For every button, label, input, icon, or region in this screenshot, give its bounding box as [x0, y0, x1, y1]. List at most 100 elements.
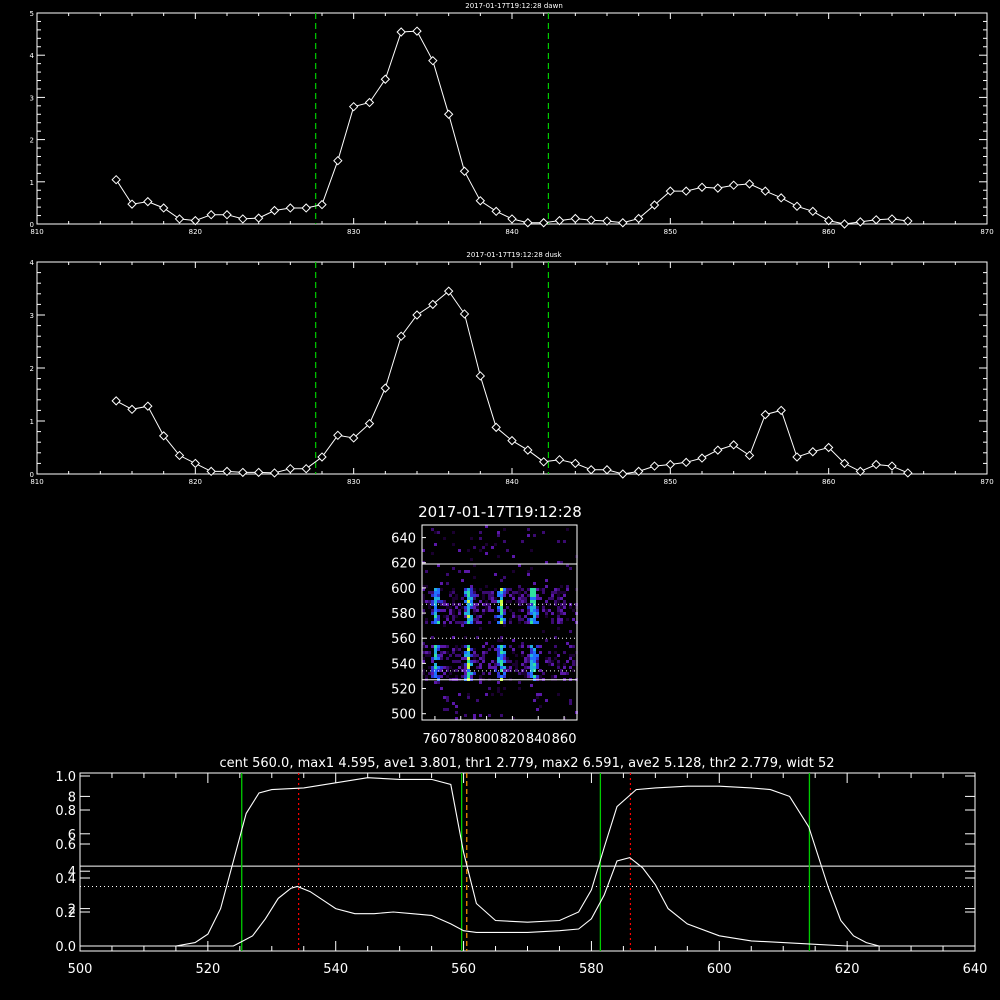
dusk-spectrum-panel: 2017-01-17T19:12:28 dusk 810 820 830 840 850…	[30, 251, 994, 486]
data-point	[491, 206, 501, 217]
heatmap-cell	[428, 672, 431, 675]
heatmap-cell	[422, 669, 425, 672]
heatmap-cell	[497, 654, 500, 657]
data-point	[649, 461, 660, 471]
heatmap-cell	[494, 618, 497, 621]
heatmap-title: 2017-01-17T19:12:28	[418, 503, 582, 521]
heatmap-cell	[491, 597, 494, 600]
heatmap-cell	[551, 597, 554, 600]
heatmap-cell	[422, 588, 425, 591]
heatmap-cell	[434, 681, 437, 684]
heatmap-cell	[524, 663, 527, 666]
heatmap-cell	[533, 591, 536, 594]
heatmap-cell	[434, 657, 437, 660]
heatmap-cell	[449, 609, 452, 612]
heatmap-cell	[530, 549, 533, 552]
heatmap-cell	[479, 666, 482, 669]
heatmap-cell	[524, 675, 527, 678]
heatmap-cell	[431, 675, 434, 678]
heatmap-cell	[527, 621, 530, 624]
dusk-vertical-markers	[315, 262, 550, 474]
heatmap-cell	[452, 648, 455, 651]
heatmap-cell	[440, 588, 443, 591]
heatmap-cell	[446, 696, 449, 699]
data-point	[269, 205, 280, 216]
heatmap-cell	[551, 594, 554, 597]
x-tick-label: 840	[505, 228, 518, 236]
heatmap-cell	[554, 600, 557, 603]
heatmap-cell	[494, 600, 497, 603]
heatmap-cell	[548, 657, 551, 660]
heatmap-cell	[440, 669, 443, 672]
heatmap-cell	[524, 666, 527, 669]
heatmap-cell	[527, 666, 530, 669]
heatmap-cell	[539, 705, 542, 708]
data-point	[111, 396, 121, 406]
heatmap-cell	[530, 675, 533, 678]
data-point	[428, 55, 438, 66]
data-point	[443, 286, 454, 296]
profile-y-tick-label: 0.4	[55, 872, 76, 887]
heatmap-cell	[542, 531, 545, 534]
heatmap-x-tick-label: 840	[526, 732, 551, 747]
heatmap-cell	[449, 612, 452, 615]
heatmap-cell	[470, 618, 473, 621]
heatmap-cell	[533, 618, 536, 621]
heatmap-cell	[530, 684, 533, 687]
heatmap-cell	[455, 675, 458, 678]
x-tick-label: 860	[822, 478, 835, 486]
heatmap-cell	[467, 654, 470, 657]
heatmap-cell	[557, 612, 560, 615]
heatmap-cell	[536, 615, 539, 618]
heatmap-cell	[560, 612, 563, 615]
heatmap-cell	[497, 681, 500, 684]
heatmap-cell	[464, 606, 467, 609]
heatmap-cell	[524, 660, 527, 663]
heatmap-cell	[521, 654, 524, 657]
y-tick-label: 2	[30, 137, 34, 145]
heatmap-cell	[560, 591, 563, 594]
heatmap-cell	[500, 594, 503, 597]
heatmap-cell	[557, 609, 560, 612]
heatmap-cell	[560, 618, 563, 621]
heatmap-cell	[494, 615, 497, 618]
heatmap-cell	[518, 618, 521, 621]
heatmap-cell	[554, 645, 557, 648]
profile-y-tick-label: 1.0	[55, 770, 76, 785]
heatmap-cell	[572, 654, 575, 657]
data-point	[459, 166, 470, 176]
heatmap-cell	[467, 693, 470, 696]
heatmap-cell	[452, 600, 455, 603]
heatmap-cell	[431, 609, 434, 612]
heatmap-cell	[473, 651, 476, 654]
heatmap-cell	[545, 585, 548, 588]
heatmap-cell	[518, 645, 521, 648]
heatmap-cell	[542, 630, 545, 633]
heatmap-cell	[497, 591, 500, 594]
heatmap-cell	[443, 624, 446, 627]
heatmap-cell	[533, 606, 536, 609]
heatmap-cell	[434, 615, 437, 618]
dusk-data-series	[111, 286, 913, 479]
heatmap-cell	[497, 663, 500, 666]
heatmap-cell	[509, 645, 512, 648]
heatmap-cell	[452, 588, 455, 591]
profile-y-tick-label: 0.6	[55, 838, 76, 853]
data-point	[348, 101, 359, 112]
heatmap-cell	[536, 594, 539, 597]
heatmap-cell	[458, 621, 461, 624]
heatmap-cell	[488, 606, 491, 609]
data-point	[333, 430, 343, 441]
heatmap-cell	[464, 669, 467, 672]
heatmap-cell	[500, 609, 503, 612]
heatmap-cell	[434, 645, 437, 648]
heatmap-cell	[473, 576, 476, 579]
data-point	[792, 201, 802, 211]
heatmap-cell	[542, 609, 545, 612]
heatmap-cell	[437, 564, 440, 567]
y-tick-label: 1	[30, 418, 34, 426]
dawn-plot-frame	[36, 12, 988, 225]
heatmap-cell	[497, 621, 500, 624]
heatmap-cell	[533, 660, 536, 663]
data-point	[222, 466, 232, 477]
